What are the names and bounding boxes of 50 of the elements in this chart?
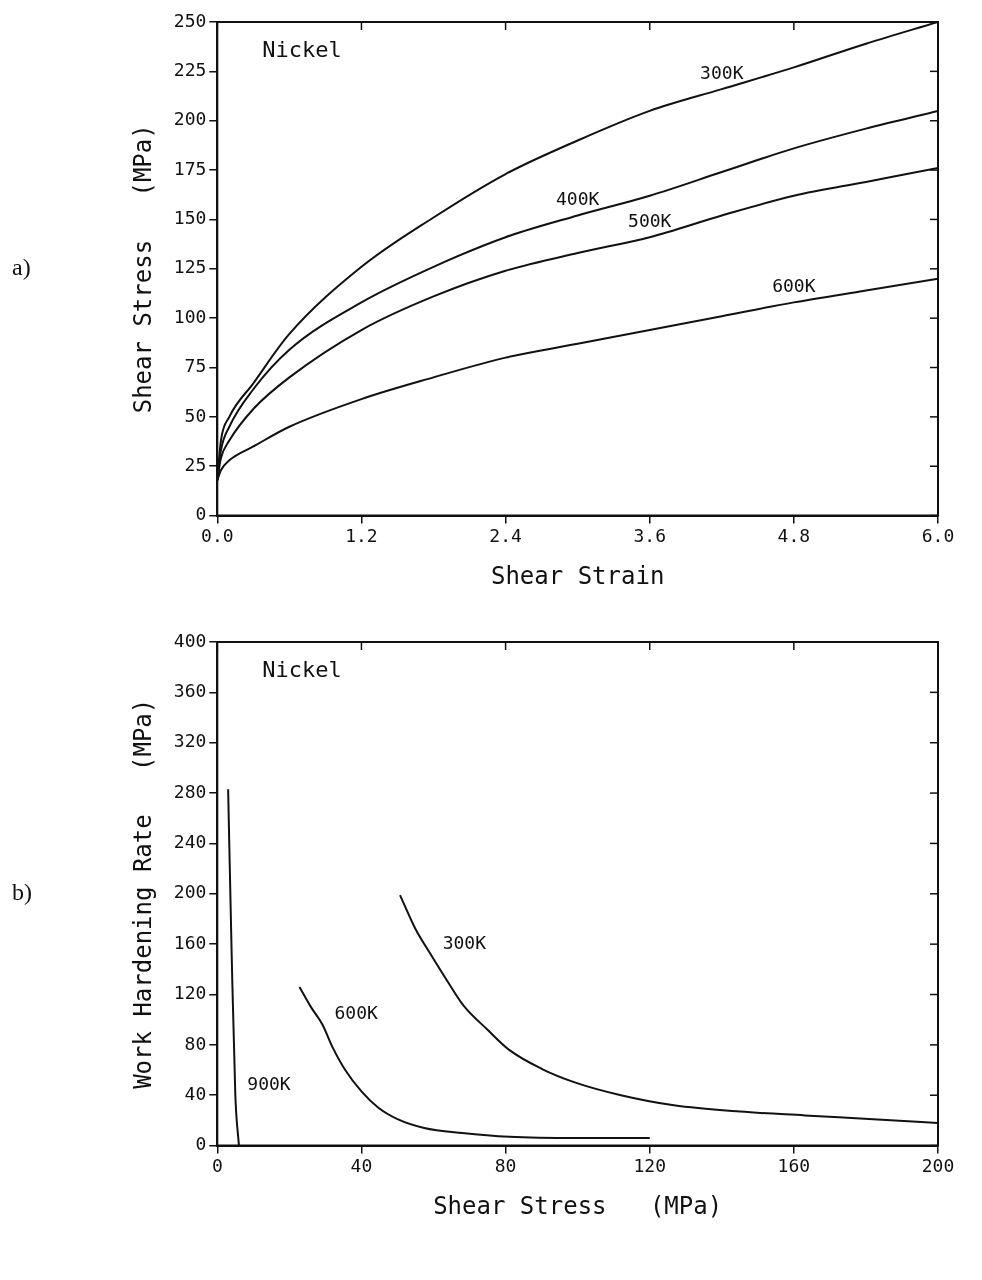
y-axis-title: Shear Stress (MPa) [128,124,157,414]
y-tick-label: 40 [184,1082,207,1104]
y-tick-label: 75 [184,355,207,377]
y-tick-label: 200 [173,108,207,130]
x-tick-label: 0.0 [201,525,234,547]
y-tick-label: 50 [184,404,207,426]
x-tick-label: 0 [211,1155,223,1177]
annotation: Nickel [262,36,342,62]
series-label: 600K [772,275,816,297]
x-tick-label: 40 [350,1155,373,1177]
y-tick-label: 0 [195,503,207,525]
x-tick-label: 80 [494,1155,517,1177]
y-tick-label: 200 [173,881,207,903]
y-tick-label: 250 [173,9,207,31]
y-tick-label: 320 [173,730,207,752]
x-tick-label: 120 [633,1155,666,1177]
y-tick-label: 150 [173,207,207,229]
x-tick-label: 2.4 [489,525,522,547]
line-series [298,985,651,1140]
x-axis-title: Shear Stress (MPa) [433,1191,723,1220]
series-label: 300K [442,931,487,953]
y-tick-label: 280 [173,780,207,802]
y-tick-label: 160 [173,931,207,953]
x-tick-label: 3.6 [633,525,666,547]
x-tick-label: 4.8 [777,525,811,547]
y-tick-label: 25 [184,453,207,475]
y-tick-label: 125 [173,256,207,278]
x-tick-label: 200 [921,1155,955,1177]
y-tick-label: 360 [173,680,207,702]
y-tick-label: 120 [173,982,207,1004]
series-label: 600K [334,1002,379,1024]
series-label: 400K [555,188,600,210]
y-tick-label: 225 [173,59,207,81]
annotation: Nickel [262,656,342,682]
x-tick-label: 160 [777,1155,811,1177]
y-tick-label: 175 [173,157,207,179]
y-tick-label: 0 [195,1133,207,1155]
text: b) [12,879,32,906]
series-label: 300K [700,61,744,83]
y-tick-label: 400 [173,629,207,651]
series-label: 500K [628,209,672,231]
x-tick-label: 1.2 [345,525,378,547]
y-tick-label: 240 [173,831,207,853]
text: a) [12,254,31,281]
y-axis-title: Work Hardening Rate (MPa) [128,698,157,1089]
y-tick-label: 100 [173,305,207,327]
series-label: 900K [247,1072,291,1094]
y-tick-label: 80 [184,1032,207,1054]
x-axis-title: Shear Strain [490,561,665,590]
x-tick-label: 6.0 [921,525,955,547]
